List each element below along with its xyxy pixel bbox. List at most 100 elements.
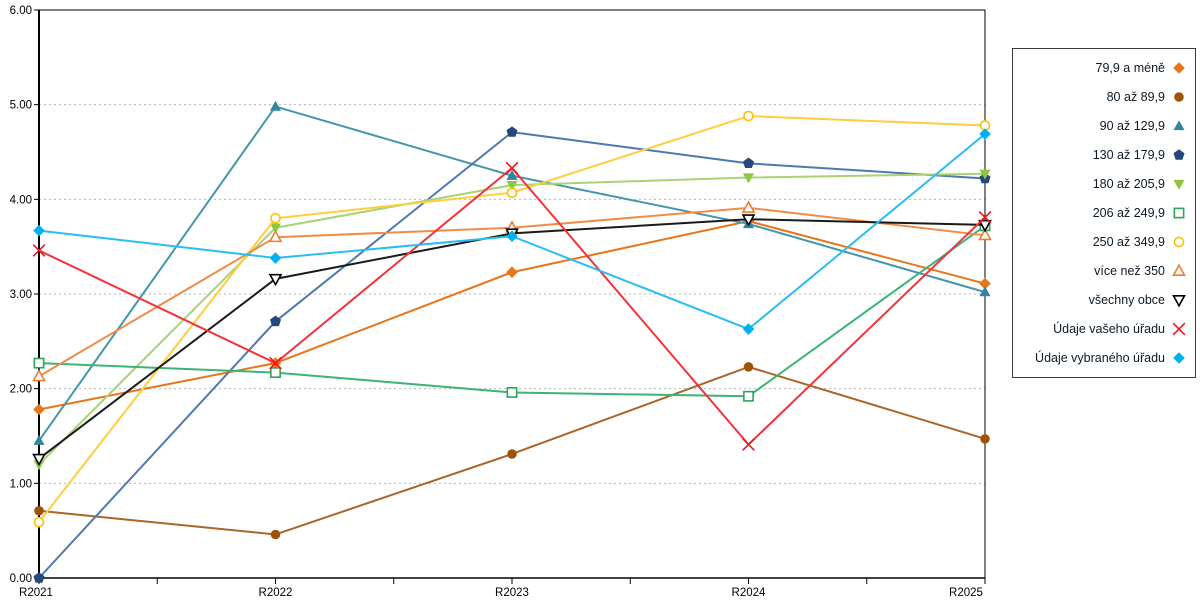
- data-point-marker-triangle-up: [1173, 119, 1185, 130]
- triangle-up-open-legend-icon: [1172, 263, 1186, 277]
- data-point-marker-triangle-up: [979, 286, 991, 297]
- data-point-marker-diamond: [742, 323, 755, 335]
- data-point-marker-x: [505, 161, 519, 175]
- data-point-marker-x: [978, 210, 992, 224]
- chart-legend: 79,9 a méně 80 až 89,9 90 až 129,9 130 až 1…: [1012, 48, 1196, 378]
- series-2: [34, 362, 990, 540]
- series-line: [38, 167, 986, 446]
- data-point-marker-triangle-up-open: [1172, 263, 1186, 277]
- data-point-marker-x: [269, 356, 282, 370]
- data-point-marker-triangle-up: [269, 100, 282, 111]
- triangle-up-legend-icon: [1173, 119, 1185, 130]
- data-point-marker-x: [742, 438, 755, 451]
- y-tick-label: 3.00: [10, 289, 32, 301]
- legend-item-2: 80 až 89,9: [1107, 89, 1187, 105]
- line-chart-svg: 0.00 1.00 2.00 3.00 4.00 5.00 6.00 R2021 R2022 R2…: [10, 5, 992, 599]
- data-point-marker-pentagon: [742, 157, 755, 169]
- data-point-marker-x: [1172, 322, 1186, 336]
- series-8: [32, 200, 992, 382]
- legend-item-9: všechny obce: [1089, 292, 1187, 308]
- series-7: [33, 110, 991, 528]
- legend-label: 80 až 89,9: [1106, 89, 1165, 104]
- data-point-marker-triangle-up-open: [32, 368, 46, 382]
- y-tick-label: 4.00: [10, 194, 32, 206]
- data-point-marker-triangle-down: [1173, 179, 1185, 190]
- legend-label: 90 až 129,9: [1099, 118, 1165, 133]
- legend-label: 180 až 205,9: [1092, 176, 1165, 191]
- series-5: [33, 169, 991, 471]
- legend-item-5: 180 až 205,9: [1093, 176, 1187, 192]
- data-point-marker-diamond: [33, 224, 45, 237]
- x-tick-label: R2023: [495, 587, 529, 599]
- data-point-marker-triangle-down: [269, 223, 282, 234]
- y-tick-label: 5.00: [10, 100, 32, 112]
- legend-label: všechny obce: [1088, 293, 1165, 308]
- data-point-marker-pentagon: [1173, 148, 1185, 160]
- data-point-marker-triangle-down: [506, 180, 518, 191]
- x-tick-label: R2024: [732, 587, 766, 599]
- data-point-marker-triangle-down-open: [978, 219, 992, 233]
- data-point-marker-pentagon: [269, 315, 282, 327]
- line-chart-plot: 0.00 1.00 2.00 3.00 4.00 5.00 6.00 R2021 R2022 R2…: [10, 5, 992, 599]
- circle-legend-icon: [1174, 91, 1184, 102]
- series-line: [38, 220, 986, 411]
- data-point-marker-triangle-down-open: [741, 214, 756, 227]
- pentagon-legend-icon: [1173, 148, 1185, 160]
- data-point-marker-circle: [270, 529, 281, 540]
- legend-item-3: 90 až 129,9: [1100, 118, 1187, 134]
- data-point-marker-triangle-up: [33, 434, 45, 445]
- square-open-legend-icon: [1173, 207, 1185, 219]
- legend-label: 79,9 a méně: [1095, 60, 1166, 75]
- legend-label: 130 až 179,9: [1092, 147, 1165, 162]
- data-point-marker-circle: [743, 362, 754, 372]
- data-point-marker-diamond: [979, 277, 991, 290]
- legend-label: více než 350: [1094, 264, 1165, 279]
- data-point-marker-circle-open: [506, 187, 518, 199]
- data-point-marker-diamond: [1173, 352, 1185, 365]
- legend-item-8: více než 350: [1094, 263, 1187, 279]
- legend-label: 250 až 349,9: [1092, 235, 1165, 249]
- y-tick-label: 1.00: [10, 478, 32, 490]
- data-point-marker-diamond: [979, 128, 991, 140]
- y-tick-label: 0.00: [10, 573, 32, 585]
- data-point-marker-pentagon: [33, 572, 45, 583]
- triangle-down-legend-icon: [1173, 179, 1185, 190]
- y-tick-label: 2.00: [10, 384, 32, 396]
- series-6: [33, 220, 991, 402]
- data-point-marker-square-open: [270, 367, 281, 379]
- data-point-marker-diamond: [269, 252, 282, 264]
- data-point-marker-circle-open: [33, 516, 45, 528]
- series-11: [33, 128, 991, 335]
- data-point-marker-triangle-up-open: [268, 229, 283, 243]
- legend-label: Údaje vašeho úřadu: [1053, 322, 1165, 337]
- legend-item-11: Údaje vybraného úřadu: [1035, 350, 1187, 366]
- data-point-marker-triangle-down-open: [1172, 295, 1186, 308]
- data-point-marker-square-open: [1173, 207, 1185, 219]
- legend-item-1: 79,9 a méně: [1096, 60, 1188, 76]
- diamond-legend-icon: [1173, 61, 1185, 74]
- data-point-marker-pentagon: [506, 126, 518, 137]
- legend-item-10: Údaje vašeho úřadu: [1053, 321, 1187, 337]
- data-point-marker-circle-open: [743, 110, 754, 122]
- data-point-marker-x: [32, 244, 46, 257]
- data-point-marker-circle: [980, 434, 990, 444]
- data-point-marker-diamond: [1173, 61, 1185, 74]
- y-tick-label: 6.00: [10, 5, 32, 17]
- series-10: [32, 161, 992, 451]
- x-tick-label: R2022: [259, 587, 293, 599]
- legend-item-4: 130 až 179,9: [1093, 147, 1187, 163]
- diamond-legend-icon: [1173, 352, 1185, 365]
- x-tick-label: R2021: [19, 587, 53, 599]
- triangle-down-open-legend-icon: [1172, 295, 1186, 308]
- data-point-marker-triangle-down: [742, 173, 755, 184]
- data-point-marker-triangle-down-open: [32, 453, 46, 467]
- circle-open-legend-icon: [1173, 236, 1185, 248]
- data-point-marker-square-open: [33, 357, 45, 369]
- data-point-marker-triangle-up-open: [978, 227, 992, 241]
- x-legend-icon: [1172, 322, 1186, 336]
- data-point-marker-circle-open: [270, 212, 281, 224]
- data-point-marker-triangle-up-open: [741, 200, 756, 213]
- data-point-marker-circle: [34, 506, 44, 516]
- data-point-marker-square-open: [506, 387, 518, 398]
